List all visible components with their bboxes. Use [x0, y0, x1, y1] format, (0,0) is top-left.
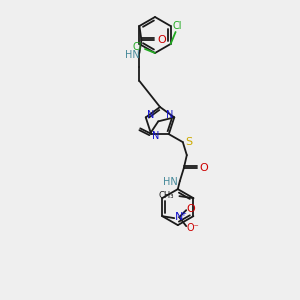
Text: N: N: [166, 110, 173, 120]
Text: +: +: [180, 211, 186, 217]
Text: O: O: [187, 204, 196, 214]
Text: O: O: [200, 163, 208, 173]
Text: O⁻: O⁻: [187, 223, 200, 233]
Text: N: N: [175, 212, 183, 222]
Text: N: N: [147, 110, 154, 120]
Text: HN: HN: [164, 177, 178, 187]
Text: S: S: [185, 137, 192, 147]
Text: N: N: [152, 131, 160, 141]
Text: Cl: Cl: [173, 21, 182, 31]
Text: Cl: Cl: [132, 42, 142, 52]
Text: O: O: [157, 35, 166, 45]
Text: HN: HN: [125, 50, 140, 60]
Text: CH₃: CH₃: [159, 190, 174, 200]
